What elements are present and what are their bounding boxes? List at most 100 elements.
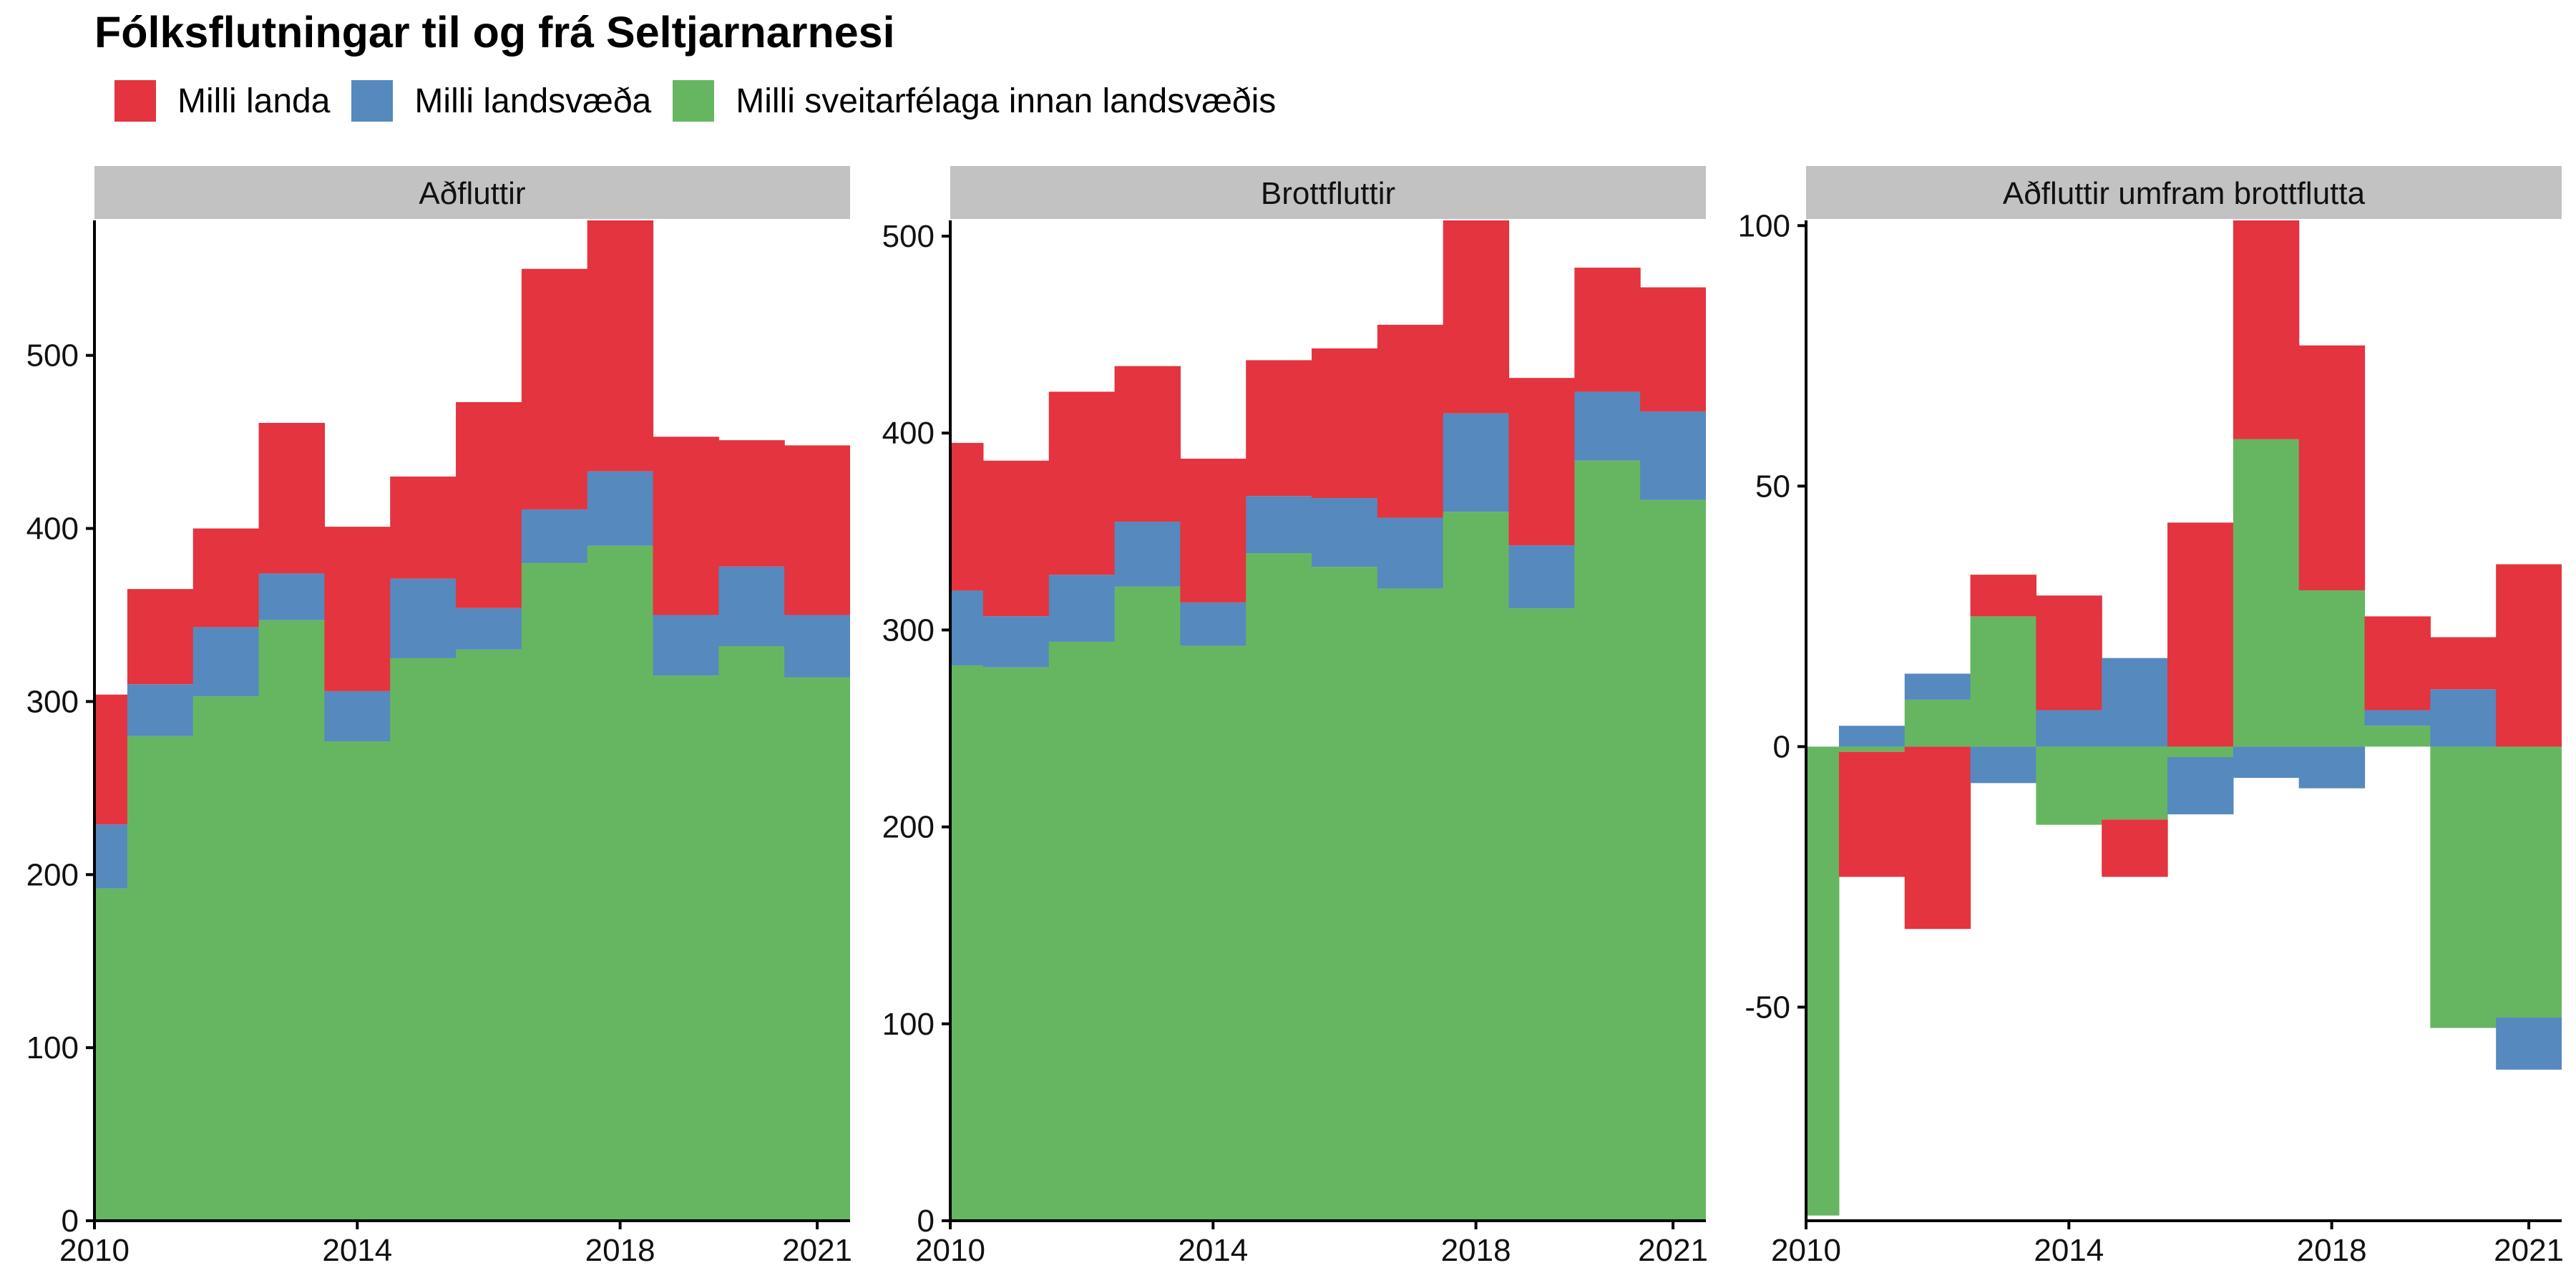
x-tick-label: 2018 [585,1233,655,1268]
bar-segment-2013-milli-landsvaeda [1114,522,1181,587]
bar-segment-2021-milli-sveitarfelaga-innan-landsvaedis [2496,746,2562,1018]
panel-title: Aðfluttir umfram brottflutta [2003,176,2366,211]
bar-segment-2011-milli-sveitarfelaga-innan-landsvaedis [127,736,194,1221]
bar-segment-2013-milli-landsvaeda [258,573,325,620]
bar-segment-2013-milli-sveitarfelaga-innan-landsvaedis [1114,586,1181,1221]
bar-segment-2015-milli-landa [390,476,457,579]
x-tick-label: 2014 [2034,1233,2104,1268]
bar-segment-2014-milli-landa [1180,458,1246,602]
bar-segment-2021-milli-landsvaeda [784,615,850,678]
legend-label-milli-landa: Milli landa [177,82,331,120]
bar-segment-2020-milli-sveitarfelaga-innan-landsvaedis [718,645,785,1221]
legend-swatch-milli-sveitarfelaga [673,80,715,122]
bar-segment-2011-milli-sveitarfelaga-innan-landsvaedis [982,667,1050,1221]
bar-segment-2015-milli-landa [1246,360,1312,497]
bar-segment-2020-milli-landa [718,440,785,567]
bar-segment-2014-milli-landsvaeda [2036,710,2102,747]
panel-adfluttir-umfram-brottflutta: Aðfluttir umfram brottflutta -50 0 50 100 201… [1738,166,2564,1268]
chart-title: Fólksflutningar til og frá Seltjarnarnes… [94,8,895,57]
bar-segment-2019-milli-sveitarfelaga-innan-landsvaedis [2364,726,2431,747]
x-tick-label: 2010 [915,1233,985,1268]
bar-segment-2011-milli-landa [1838,751,1906,877]
bar-segment-2021-milli-landa [1640,287,1706,411]
y-tick-label: 400 [882,416,935,451]
bar-segment-2020-milli-landa [1574,268,1641,392]
bar-segment-2019-milli-landa [2364,616,2431,711]
bar-segment-2013-milli-landa [1114,366,1181,522]
panel-title: Aðfluttir [419,176,525,211]
bar-segment-2016-milli-landa [2167,522,2234,747]
panel-adfluttir: Aðfluttir 0 100 200 300 400 500 2010 2014 2018 202… [26,166,852,1268]
bar-segment-2020-milli-landsvaeda [1574,391,1641,461]
panel-header-strip [1806,166,2562,219]
bar-segment-2018-milli-sveitarfelaga-innan-landsvaedis [2298,590,2366,747]
x-tick-label: 2018 [2297,1233,2367,1268]
bar-segment-2018-milli-landsvaeda [2298,746,2366,789]
bar-segment-2015-milli-sveitarfelaga-innan-landsvaedis [390,658,457,1221]
legend-label-milli-sveitarfelaga: Milli sveitarfélaga innan landsvæðis [736,82,1277,120]
x-tick-label: 2010 [1771,1233,1841,1268]
bar-segment-2011-milli-landa [982,460,1050,617]
bar-segment-2010-milli-landa [950,442,984,591]
bar-segment-2014-milli-landa [324,527,391,691]
bar-segment-2019-milli-landa [1508,378,1575,546]
panel-header-strip [94,166,850,219]
bar-segment-2014-milli-landa [2036,595,2102,711]
y-tick-label: -50 [1745,990,1790,1025]
bar-segment-2018-milli-landa [2298,345,2366,590]
bar-segment-2021-milli-sveitarfelaga-innan-landsvaedis [784,677,850,1221]
legend-label-milli-landsvaeda: Milli landsvæða [414,82,652,120]
legend-item-milli-landa: Milli landa [114,80,330,122]
bar-segment-2012-milli-sveitarfelaga-innan-landsvaedis [1904,699,1971,747]
y-tick-label: 0 [917,1204,935,1239]
bar-segment-2019-milli-landsvaeda [2364,710,2431,726]
bar-segment-2010-milli-sveitarfelaga-innan-landsvaedis [94,888,128,1221]
bar-segment-2014-milli-sveitarfelaga-innan-landsvaedis [2036,746,2102,825]
bar-segment-2021-milli-sveitarfelaga-innan-landsvaedis [1640,499,1706,1221]
bar-segment-2021-milli-landa [2496,564,2562,747]
legend-swatch-milli-landa [114,80,156,122]
legend: Milli landa Milli landsvæða Milli sveita… [114,80,1297,122]
bar-segment-2019-milli-landsvaeda [653,615,719,676]
bar-segment-2017-milli-sveitarfelaga-innan-landsvaedis [521,562,588,1221]
bar-segment-2020-milli-landa [2430,637,2497,690]
bar-segment-2016-milli-landsvaeda [456,608,522,650]
bar-segment-2015-milli-sveitarfelaga-innan-landsvaedis [2102,746,2168,820]
bar-segment-2017-milli-sveitarfelaga-innan-landsvaedis [2233,439,2300,747]
y-tick-label: 200 [882,810,935,845]
bar-segment-2017-milli-landsvaeda [1377,517,1444,589]
bar-segment-2014-milli-landsvaeda [324,691,391,742]
bar-segment-2011-milli-sveitarfelaga-innan-landsvaedis [1838,746,1906,752]
bar-segment-2021-milli-landsvaeda [2496,1018,2562,1070]
bar-segment-2018-milli-landa [1443,220,1510,414]
bar-segment-2018-milli-landa [587,220,654,472]
bar-segment-2020-milli-landsvaeda [2430,689,2497,747]
bar-segment-2011-milli-landsvaeda [127,684,194,736]
bar-segment-2017-milli-landsvaeda [521,509,588,563]
y-tick-label: 50 [1755,469,1790,504]
y-tick-label: 300 [882,613,935,648]
bar-segment-2015-milli-landsvaeda [390,578,457,658]
bar-segment-2020-milli-sveitarfelaga-innan-landsvaedis [1574,460,1641,1221]
y-tick-label: 500 [26,338,79,374]
bar-segment-2018-milli-sveitarfelaga-innan-landsvaedis [1443,512,1510,1221]
y-tick-label: 300 [26,684,79,719]
bar-segment-2016-milli-landsvaeda [1312,498,1378,567]
y-tick-label: 0 [1773,729,1790,764]
bar-segment-2016-milli-landa [1312,348,1378,499]
bar-segment-2015-milli-landa [2102,819,2168,877]
bar-segment-2016-milli-sveitarfelaga-innan-landsvaedis [1312,567,1378,1221]
bar-segment-2018-milli-landsvaeda [587,471,654,546]
bar-segment-2013-milli-sveitarfelaga-innan-landsvaedis [258,620,325,1221]
legend-item-milli-landsvaeda: Milli landsvæða [351,80,651,122]
bar-segment-2012-milli-landa [1904,746,1971,930]
bar-segment-2012-milli-landsvaeda [192,627,260,697]
bar-segment-2020-milli-landsvaeda [718,566,785,646]
x-tick-label: 2018 [1441,1233,1511,1268]
y-tick-label: 100 [26,1030,79,1065]
bar-segment-2012-milli-landa [1048,391,1116,575]
bar-segment-2013-milli-landa [258,422,325,574]
bar-segment-2017-milli-landa [1377,324,1444,518]
bar-segment-2010-milli-landa [94,694,128,825]
